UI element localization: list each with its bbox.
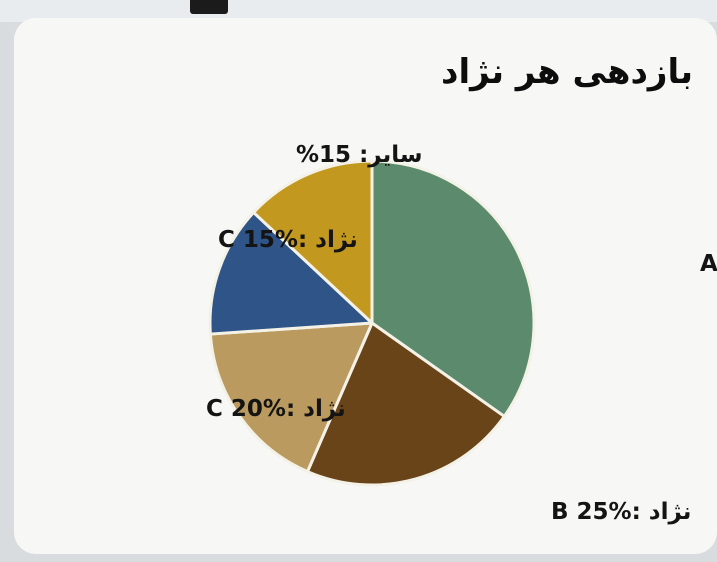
pie-slice-c-20 (208, 321, 374, 474)
slice-label-c-20: نژاد :C 20% (206, 396, 346, 422)
chart-title: بازدهی هر نژاد (441, 52, 693, 92)
slice-label-a: نژاد :A 40% (700, 251, 717, 277)
pie-slice-b (305, 321, 506, 487)
top-bar (0, 0, 717, 22)
pie-slice-c-15 (208, 210, 374, 336)
slice-label-other: سایر: 15% (296, 142, 422, 168)
pie-slice-other (252, 159, 374, 325)
top-bar-tab (190, 0, 228, 14)
slice-label-c-15: نژاد :C 15% (218, 227, 358, 253)
slice-label-b: نژاد :B 25% (551, 499, 691, 525)
pie-slices (208, 159, 536, 487)
pie-slice-a (370, 159, 536, 418)
